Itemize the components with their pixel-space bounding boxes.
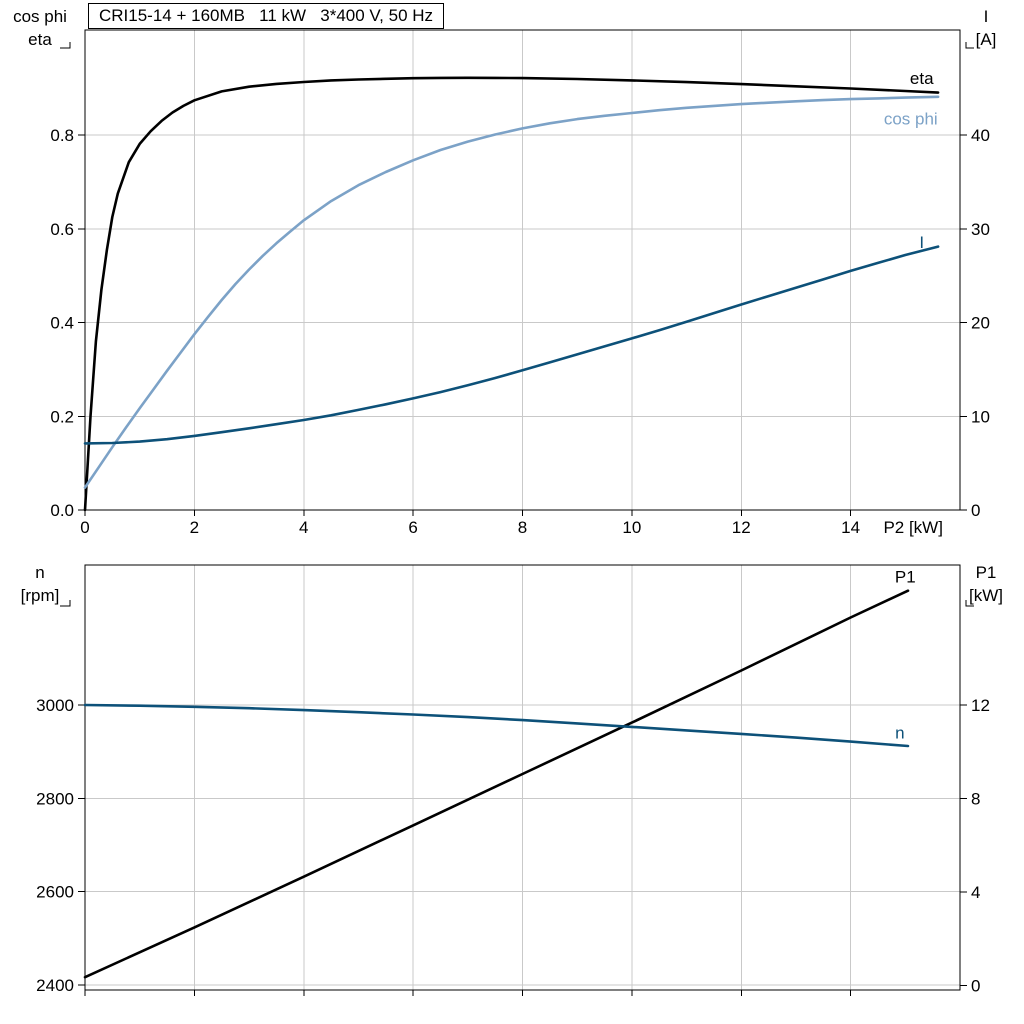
right-tick-label: 10 <box>971 407 990 426</box>
chart-title-box: CRI15-14 + 160MB 11 kW 3*400 V, 50 Hz <box>88 3 445 29</box>
eta-curve <box>83 76 940 512</box>
x-tick-label: 0 <box>80 518 89 537</box>
left-tick-label: 0.8 <box>50 126 74 145</box>
cos-phi-curve <box>83 95 940 489</box>
left-tick-label: 2800 <box>36 789 74 808</box>
right-tick-label: 4 <box>971 883 980 902</box>
axis-title-line: [A] <box>975 30 997 49</box>
x-tick-label: 2 <box>190 518 199 537</box>
p1-curve <box>83 589 910 979</box>
left-tick-label: 3000 <box>36 696 74 715</box>
p1-curve-label: P1 <box>895 568 916 587</box>
x-axis-unit-label: P2 [kW] <box>883 518 943 537</box>
axis-title-mark <box>965 600 974 607</box>
axis-title-mark <box>60 600 71 607</box>
left-tick-label: 0.0 <box>50 501 74 520</box>
axis-title-line: [kW] <box>969 586 1003 605</box>
axis-title-line: I <box>983 7 989 26</box>
left-tick-label: 2600 <box>36 883 74 902</box>
x-tick-label: 4 <box>299 518 308 537</box>
right-tick-label: 0 <box>971 501 980 520</box>
right-tick-label: 12 <box>971 696 990 715</box>
axis-title-line: cos phi <box>13 7 67 26</box>
axis-title-line: [rpm] <box>20 586 60 605</box>
bottom-left-axis-title: n [rpm] <box>2 561 78 607</box>
left-tick-label: 0.4 <box>50 314 74 333</box>
axis-title-mark <box>60 42 71 49</box>
left-tick-label: 0.6 <box>50 220 74 239</box>
axis-title-line: P1 <box>975 563 997 582</box>
left-tick-label: 2400 <box>36 976 74 995</box>
right-tick-label: 20 <box>971 314 990 333</box>
current-curve <box>83 245 940 445</box>
speed-curve <box>83 703 910 748</box>
top-left-axis-title: cos phi eta <box>2 5 78 51</box>
eta-curve-label: eta <box>910 69 934 88</box>
x-tick-label: 14 <box>841 518 860 537</box>
x-tick-label: 6 <box>408 518 417 537</box>
speed-curve-label: n <box>895 723 904 742</box>
x-tick-label: 12 <box>732 518 751 537</box>
x-tick-label: 10 <box>622 518 641 537</box>
right-tick-label: 0 <box>971 976 980 995</box>
axis-title-line: n <box>35 563 45 582</box>
left-tick-label: 0.2 <box>50 407 74 426</box>
right-tick-label: 30 <box>971 220 990 239</box>
axis-title-line: eta <box>28 30 52 49</box>
cos-phi-curve-label: cos phi <box>884 110 938 129</box>
right-tick-label: 40 <box>971 126 990 145</box>
right-tick-label: 8 <box>971 790 980 809</box>
x-tick-label: 8 <box>518 518 527 537</box>
axis-title-mark <box>965 42 974 49</box>
top-right-axis-title: I [A] <box>956 5 1016 51</box>
bottom-right-axis-title: P1 [kW] <box>956 561 1016 607</box>
current-curve-label: I <box>919 233 924 252</box>
